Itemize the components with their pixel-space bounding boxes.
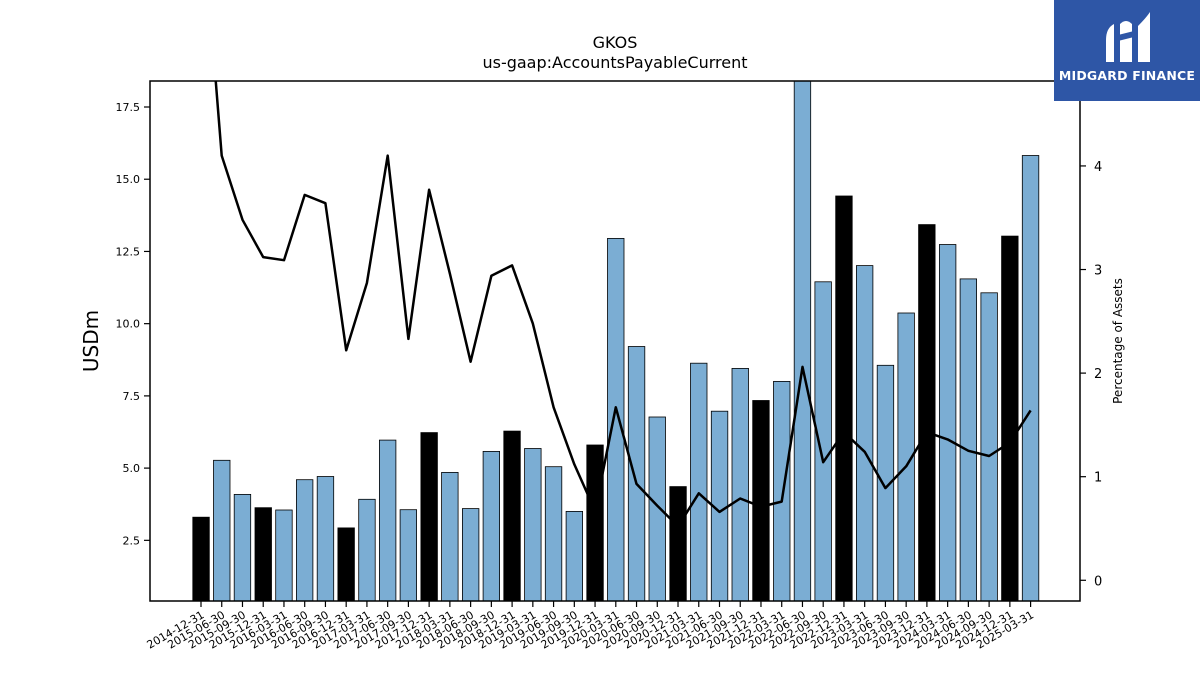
midgard-m-logo-icon [1106,12,1150,62]
y-tick-label: 15.0 [116,173,141,186]
bar-2017-06-30 [378,439,397,602]
y-tick-label: 10.0 [116,318,141,331]
y2-tick-label: 0 [1094,574,1102,589]
bar-2015-12-31 [254,507,272,602]
bar-2020-09-30 [648,416,666,602]
bar-2022-09-30 [814,281,832,602]
y-axis-label: USDm [79,310,103,372]
bar-2023-03-31 [856,265,874,602]
brand-logo: MIDGARD FINANCE [1054,0,1200,101]
chart-title: GKOS [593,33,638,52]
bar-2021-12-31 [752,400,770,602]
pct-assets-line [214,81,1032,528]
bar-2025-03-31 [1021,155,1040,602]
y2-tick-label: 2 [1094,367,1102,382]
bar-2023-12-31 [918,224,936,602]
bar-2024-09-30 [980,292,998,602]
bar-2017-03-31 [358,498,376,602]
bar-2024-12-31 [1001,235,1019,602]
y-tick-label: 2.5 [123,534,141,547]
y2-axis-label: Percentage of Assets [1111,278,1125,404]
bar-2014-12-31 [192,516,210,602]
y2-tick-label: 1 [1094,471,1102,486]
bar-2017-12-31 [420,432,438,602]
bar-2016-12-31 [337,527,355,602]
bar-2017-09-30 [399,509,418,602]
brand-name: MIDGARD FINANCE [1058,68,1196,83]
bar-2019-12-31 [586,444,604,602]
bar-2015-06-30 [213,459,231,602]
y-axis-right: 0 1 2 3 4 [1080,160,1102,589]
bar-2021-09-30 [731,367,749,602]
bar-2024-06-30 [959,278,977,602]
bar-2022-06-30 [793,80,812,602]
bar-2022-03-31 [773,380,791,602]
bar-2018-09-30 [482,450,501,602]
bar-2019-03-31 [524,448,542,602]
chart-subtitle: us-gaap:AccountsPayableCurrent [482,53,747,72]
y2-tick-label: 3 [1094,264,1102,279]
y-tick-label: 12.5 [116,245,141,258]
line-series [214,81,1032,528]
bar-2016-09-30 [316,476,335,602]
bar-2020-12-31 [669,486,687,602]
bar-2019-09-30 [565,510,583,602]
bar-2018-06-30 [461,508,480,602]
y-tick-label: 17.5 [116,101,141,114]
bar-2024-03-31 [939,244,957,602]
bar-2020-03-31 [607,237,625,602]
y-axis-left: 2.5 5.0 7.5 10.0 12.5 15.0 17.5 [116,101,150,547]
y-tick-label: 7.5 [123,390,141,403]
bar-2021-03-31 [690,362,708,602]
bar-2018-12-31 [503,430,521,602]
bar-2016-06-30 [295,479,314,602]
x-axis: 2014-12-312015-06-302015-09-302015-12-31… [145,601,1036,652]
y2-tick-label: 4 [1094,160,1102,175]
bar-2015-09-30 [233,493,252,602]
plot-frame [149,80,1081,602]
bar-2018-03-31 [441,471,459,602]
bar-2016-03-31 [275,509,293,602]
bar-2019-06-30 [544,466,563,602]
bar-2020-06-30 [627,346,646,602]
bar-2022-12-31 [835,195,853,602]
bar-series [192,80,1040,602]
y-tick-label: 5.0 [123,462,141,475]
